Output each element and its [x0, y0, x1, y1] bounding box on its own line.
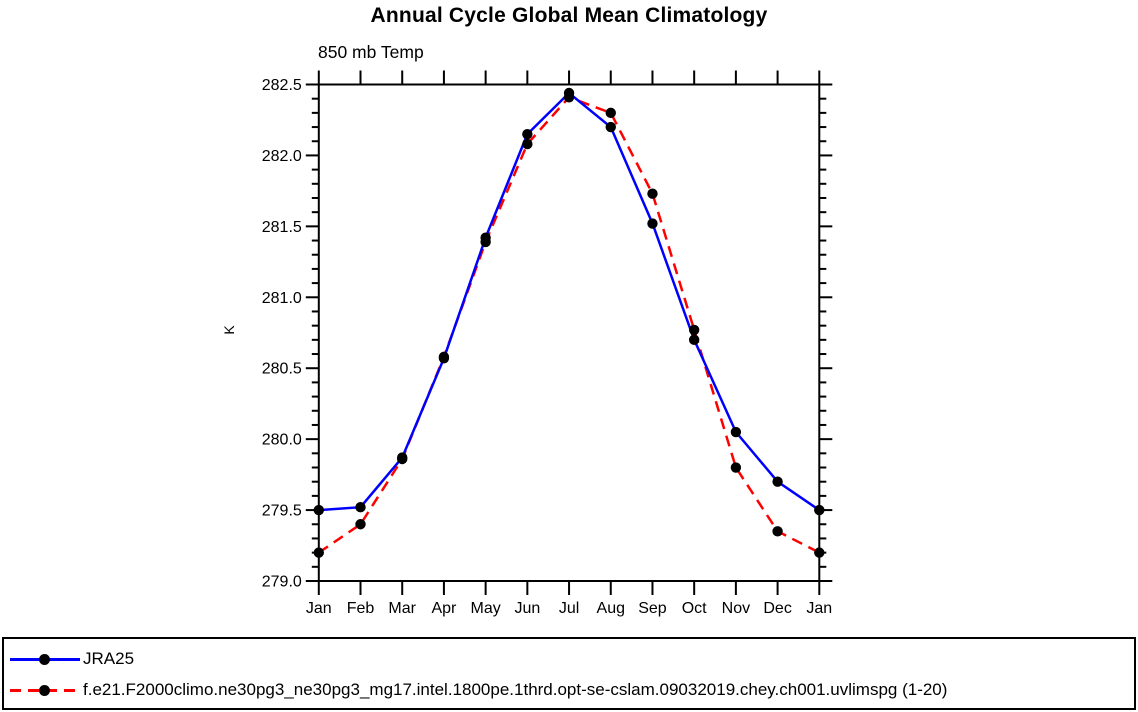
legend-line-solid-blue	[10, 653, 80, 665]
legend-dot-marker	[39, 684, 50, 696]
legend-item-label: JRA25	[83, 649, 135, 668]
legend-item-model-run: f.e21.F2000climo.ne30pg3_ne30pg3_mg17.in…	[10, 680, 947, 700]
svg-text:279.0: 279.0	[262, 574, 302, 591]
svg-text:280.0: 280.0	[262, 432, 302, 449]
svg-text:Jan: Jan	[306, 600, 332, 617]
svg-text:Jul: Jul	[559, 600, 579, 617]
svg-text:Dec: Dec	[763, 600, 791, 617]
legend-line-dashed-red	[10, 684, 80, 696]
legend-dot-marker	[39, 653, 50, 665]
page-title: Annual Cycle Global Mean Climatology	[370, 4, 768, 27]
svg-text:282.0: 282.0	[262, 148, 302, 165]
line-chart: 279.0 279.5 280.0 280.5 281.0 281.5 282.0 282.5…	[262, 70, 833, 617]
svg-text:282.5: 282.5	[262, 77, 302, 94]
svg-text:281.5: 281.5	[262, 219, 302, 236]
svg-text:Jan: Jan	[806, 600, 832, 617]
svg-text:Nov: Nov	[722, 600, 750, 617]
svg-text:Feb: Feb	[347, 600, 375, 617]
svg-text:Apr: Apr	[431, 600, 457, 617]
svg-text:Mar: Mar	[388, 600, 416, 617]
svg-text:Jun: Jun	[514, 600, 540, 617]
chart-subtitle: 850 mb Temp	[318, 42, 424, 62]
svg-text:281.0: 281.0	[262, 290, 302, 307]
svg-text:279.5: 279.5	[262, 503, 302, 520]
svg-text:280.5: 280.5	[262, 361, 302, 378]
svg-text:Sep: Sep	[638, 600, 667, 617]
legend-item-label: f.e21.F2000climo.ne30pg3_ne30pg3_mg17.in…	[83, 680, 948, 699]
svg-text:Aug: Aug	[597, 600, 625, 617]
svg-text:May: May	[471, 600, 501, 617]
legend-item-jra25: JRA25	[10, 649, 134, 669]
legend: JRA25 f.e21.F2000climo.ne30pg3_ne30pg3_m…	[2, 637, 1136, 710]
svg-text:Oct: Oct	[682, 600, 707, 617]
